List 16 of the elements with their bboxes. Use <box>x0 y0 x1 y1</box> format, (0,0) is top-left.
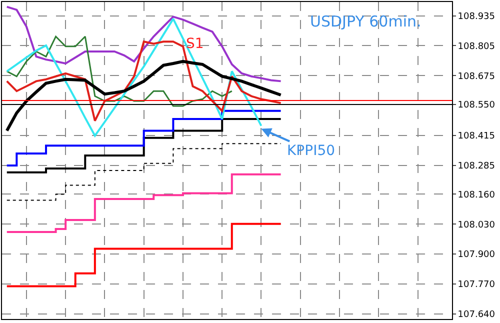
line-series <box>6 36 233 107</box>
text: USDJPY 60min. <box>310 12 422 31</box>
y-tick-label: 107.770 <box>458 280 496 290</box>
line-series <box>6 6 282 82</box>
y-tick-label: 108.550 <box>458 100 496 111</box>
y-tick-label: 108.415 <box>458 132 496 142</box>
y-tick-label: 108.675 <box>458 72 496 82</box>
y-tick-label: 108.030 <box>458 220 496 230</box>
annotation: S1 <box>186 36 204 52</box>
y-tick-label: 108.160 <box>458 190 496 200</box>
y-tick-label: 108.285 <box>458 162 496 172</box>
y-tick-label: 107.640 <box>458 310 496 320</box>
line-series <box>6 18 262 137</box>
y-tick-label: 108.805 <box>458 42 496 52</box>
y-tick-label: 107.900 <box>458 250 496 260</box>
y-tick-label: 108.935 <box>458 12 496 22</box>
